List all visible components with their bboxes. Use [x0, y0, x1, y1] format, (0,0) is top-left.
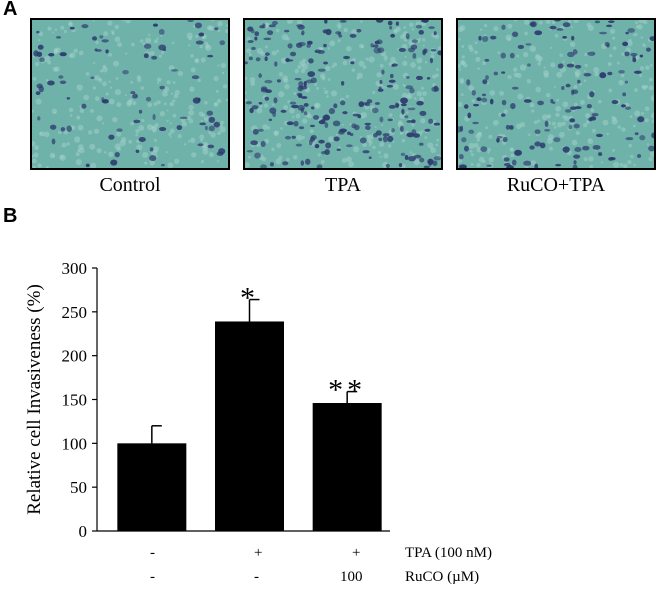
y-tick-label: 100: [62, 434, 88, 453]
ruco-cond-ruco-tpa: 100: [340, 569, 363, 585]
bar-control: [117, 443, 187, 531]
panel-a-letter: A: [3, 0, 18, 20]
y-tick-label: 300: [62, 259, 88, 278]
tpa-cond-tpa: +: [254, 545, 263, 561]
micrograph-tpa: [243, 18, 443, 170]
micrograph-control: [30, 18, 230, 170]
bar-tpa: [215, 321, 284, 531]
significance-marker: *: [240, 282, 259, 315]
y-tick-label: 150: [62, 391, 88, 410]
tpa-cond-ruco-tpa: +: [352, 545, 361, 561]
tpa-condition-label: TPA (100 nM): [405, 545, 492, 561]
bar-ruco-tpa: [312, 403, 382, 531]
significance-marker: **: [328, 374, 366, 407]
panel-b-letter: B: [3, 205, 18, 227]
micrograph-label-tpa: TPA: [325, 174, 361, 196]
y-tick-label: 200: [62, 347, 88, 366]
y-tick-label: 250: [62, 303, 88, 322]
micrograph-ruco-tpa: [456, 18, 656, 170]
ruco-condition-label: RuCO (µM): [405, 569, 480, 585]
micrograph-label-ruco-tpa: RuCO+TPA: [506, 174, 606, 196]
micrograph-label-control: Control: [99, 174, 161, 196]
y-axis-label: Relative cell Invasiveness (%): [24, 284, 45, 515]
y-tick-label: 50: [70, 478, 87, 497]
bar-chart: 0 50 100 150 200 250 300 Relative cell Invasive…: [24, 259, 390, 540]
y-tick-label: 0: [79, 522, 88, 540]
ruco-cond-control: -: [150, 569, 155, 585]
ruco-cond-tpa: -: [254, 569, 259, 585]
tpa-cond-control: -: [150, 545, 155, 561]
